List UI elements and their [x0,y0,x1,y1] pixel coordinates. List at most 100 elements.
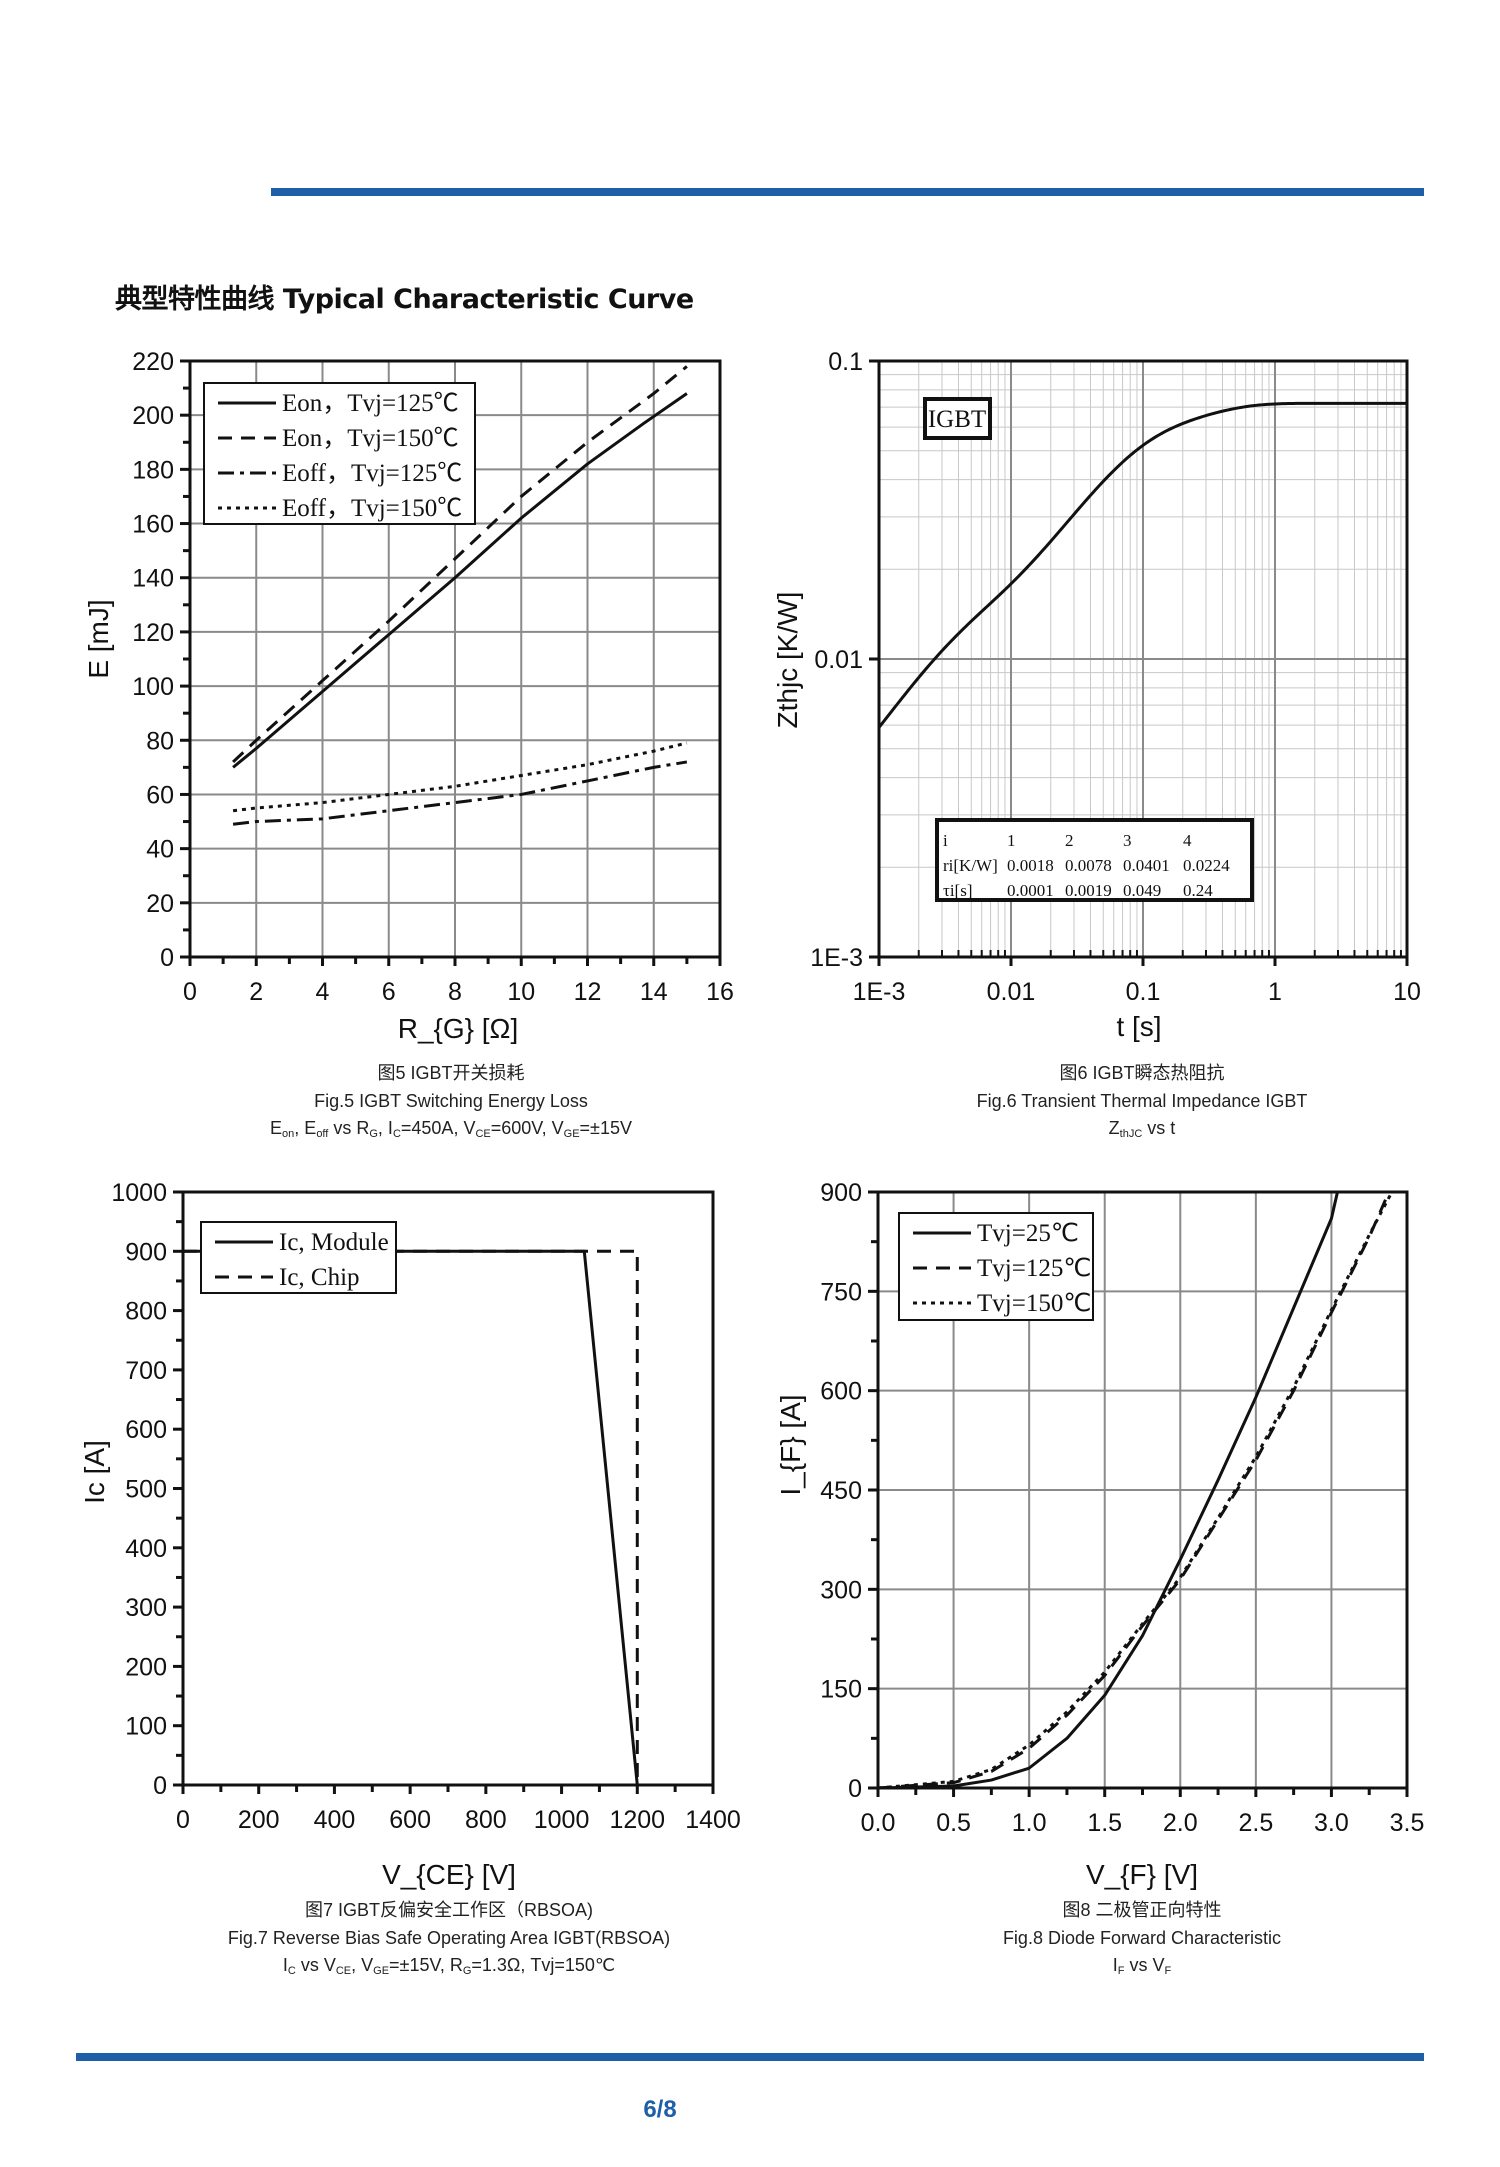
y-tick-label: 220 [132,348,174,376]
x-tick-label: 16 [706,978,734,1006]
y-tick-label: 750 [820,1278,862,1306]
y-tick-label: 1E-3 [810,944,863,972]
x-tick-label: 3.5 [1390,1809,1425,1837]
caption-line: 图6 IGBT瞬态热阻抗 [1059,1063,1225,1083]
series-line-tvj-25- [878,1191,1339,1788]
x-tick-label: 0 [176,1806,190,1834]
series-line-eon-tvj-150- [232,365,688,764]
x-tick-label: 1.5 [1087,1809,1122,1837]
x-axis-label: V_{F} [V] [1086,1859,1198,1890]
caption-line: 图7 IGBT反偏安全工作区（RBSOA) [304,1900,594,1920]
table-cell: 0.0078 [1065,856,1112,875]
caption-line: Fig.8 Diode Forward Characteristic [1002,1927,1282,1948]
x-axis-label: t [s] [1116,1011,1161,1042]
caption-line: IF vs VF [1112,1955,1172,1977]
chart-fig5: 0 2 4 6 8 10 12 14 16020406080100120140160180200… [83,348,734,1044]
legend-label: Tvj=25℃ [977,1220,1079,1247]
chart-fig7: 0 200 400 600 800 1000 1200 1400 0 100 200 300 400 50… [79,1179,741,1890]
fig6-caption: 图6 IGBT瞬态热阻抗 Fig.6 Transient Thermal Imp… [792,1060,1492,1149]
parameter-table: i 1 2 3 4 ri[K/W] 0.0018 0.0078 0.0401 0.0224 τi[s… [935,818,1254,902]
table-frame [935,818,1254,902]
y-tick-label: 500 [125,1476,167,1504]
legend-label: Eoff，Tvj=150℃ [282,495,462,522]
y-tick-label: 180 [132,456,174,484]
table-header-cell: 3 [1123,831,1132,850]
top-divider [271,188,1424,196]
x-tick-label: 10 [1393,978,1421,1006]
y-tick-label: 300 [125,1594,167,1622]
y-tick-label: 0 [160,944,174,972]
table-header-cell: i [943,831,948,850]
x-tick-label: 0.1 [1126,978,1161,1006]
y-tick-label: 150 [820,1676,862,1704]
legend-label: Ic, Chip [279,1264,360,1291]
x-tick-label: 4 [316,978,330,1006]
legend: Tvj=25℃ Tvj=125℃ Tvj=150℃ [898,1212,1094,1321]
y-tick-label: 160 [132,511,174,539]
y-tick-label: 450 [820,1477,862,1505]
legend-box [200,1221,397,1294]
x-tick-label: 600 [389,1806,431,1834]
x-tick-label: 1000 [534,1806,590,1834]
x-tick-label: 1E-3 [853,978,906,1006]
x-tick-label: 2.0 [1163,1809,1198,1837]
igbt-label-box [923,397,992,440]
series-line-ic-chip [183,1249,639,1785]
bottom-divider [76,2053,1424,2061]
series-line-curve [879,401,1407,729]
x-tick-label: 400 [314,1806,356,1834]
legend-box [203,382,476,525]
legend: Eon，Tvj=125℃ Eon，Tvj=150℃ Eoff，Tvj=125℃ Eof… [203,382,476,525]
y-axis-label: I_{F} [A] [775,1394,806,1495]
caption-line: 图5 IGBT开关损耗 [377,1063,525,1083]
y-tick-label: 120 [132,619,174,647]
y-tick-label: 0.1 [828,348,863,376]
table-cell: τi[s] [943,881,973,900]
y-tick-label: 60 [146,781,174,809]
y-tick-label: 80 [146,727,174,755]
y-tick-label: 0 [153,1772,167,1800]
legend-label: Eon，Tvj=150℃ [282,425,459,452]
x-tick-label: 0 [183,978,197,1006]
x-tick-label: 0.5 [936,1809,971,1837]
legend-label: Tvj=150℃ [977,1290,1091,1317]
x-tick-label: 1.0 [1012,1809,1047,1837]
caption-line: Fig.5 IGBT Switching Energy Loss [314,1090,588,1111]
table-header-cell: 1 [1007,831,1016,850]
y-tick-label: 200 [125,1653,167,1681]
caption-line: 图8 二极管正向特性 [1062,1900,1222,1920]
table-cell: 0.24 [1183,881,1213,900]
caption-line: ZthJC vs t [1108,1118,1176,1140]
y-tick-label: 100 [132,673,174,701]
x-tick-label: 0.0 [861,1809,896,1837]
x-tick-label: 2.5 [1238,1809,1273,1837]
table-cell: 0.049 [1123,881,1161,900]
y-tick-label: 100 [125,1713,167,1741]
y-tick-label: 900 [820,1179,862,1207]
series-line-eon-tvj-125- [232,392,688,769]
y-tick-label: 700 [125,1357,167,1385]
x-tick-label: 3.0 [1314,1809,1349,1837]
table-cell: ri[K/W] [943,856,998,875]
y-axis-label: Ic [A] [79,1440,110,1504]
table-cell: 0.0019 [1065,881,1112,900]
y-tick-label: 1000 [111,1179,167,1207]
caption-line: Fig.6 Transient Thermal Impedance IGBT [976,1090,1308,1111]
table-header-cell: 4 [1183,831,1192,850]
y-tick-label: 0.01 [814,646,863,674]
x-tick-label: 12 [574,978,602,1006]
y-tick-label: 20 [146,890,174,918]
y-axis-label: E [mJ] [83,599,114,678]
x-tick-label: 8 [448,978,462,1006]
y-tick-label: 40 [146,836,174,864]
y-tick-label: 300 [820,1576,862,1604]
x-tick-label: 10 [507,978,535,1006]
x-tick-label: 800 [465,1806,507,1834]
igbt-label: IGBT [928,406,986,433]
legend: Ic, Module Ic, Chip [200,1221,397,1294]
series-line-eoff-tvj-150- [232,741,688,813]
y-tick-label: 140 [132,565,174,593]
chart-fig6: 1E-3 0.01 0.1 1 10 1E-3 0.01 0.1 t [s] Zthjc [K/W… [772,348,1421,1042]
x-tick-label: 1400 [685,1806,741,1834]
